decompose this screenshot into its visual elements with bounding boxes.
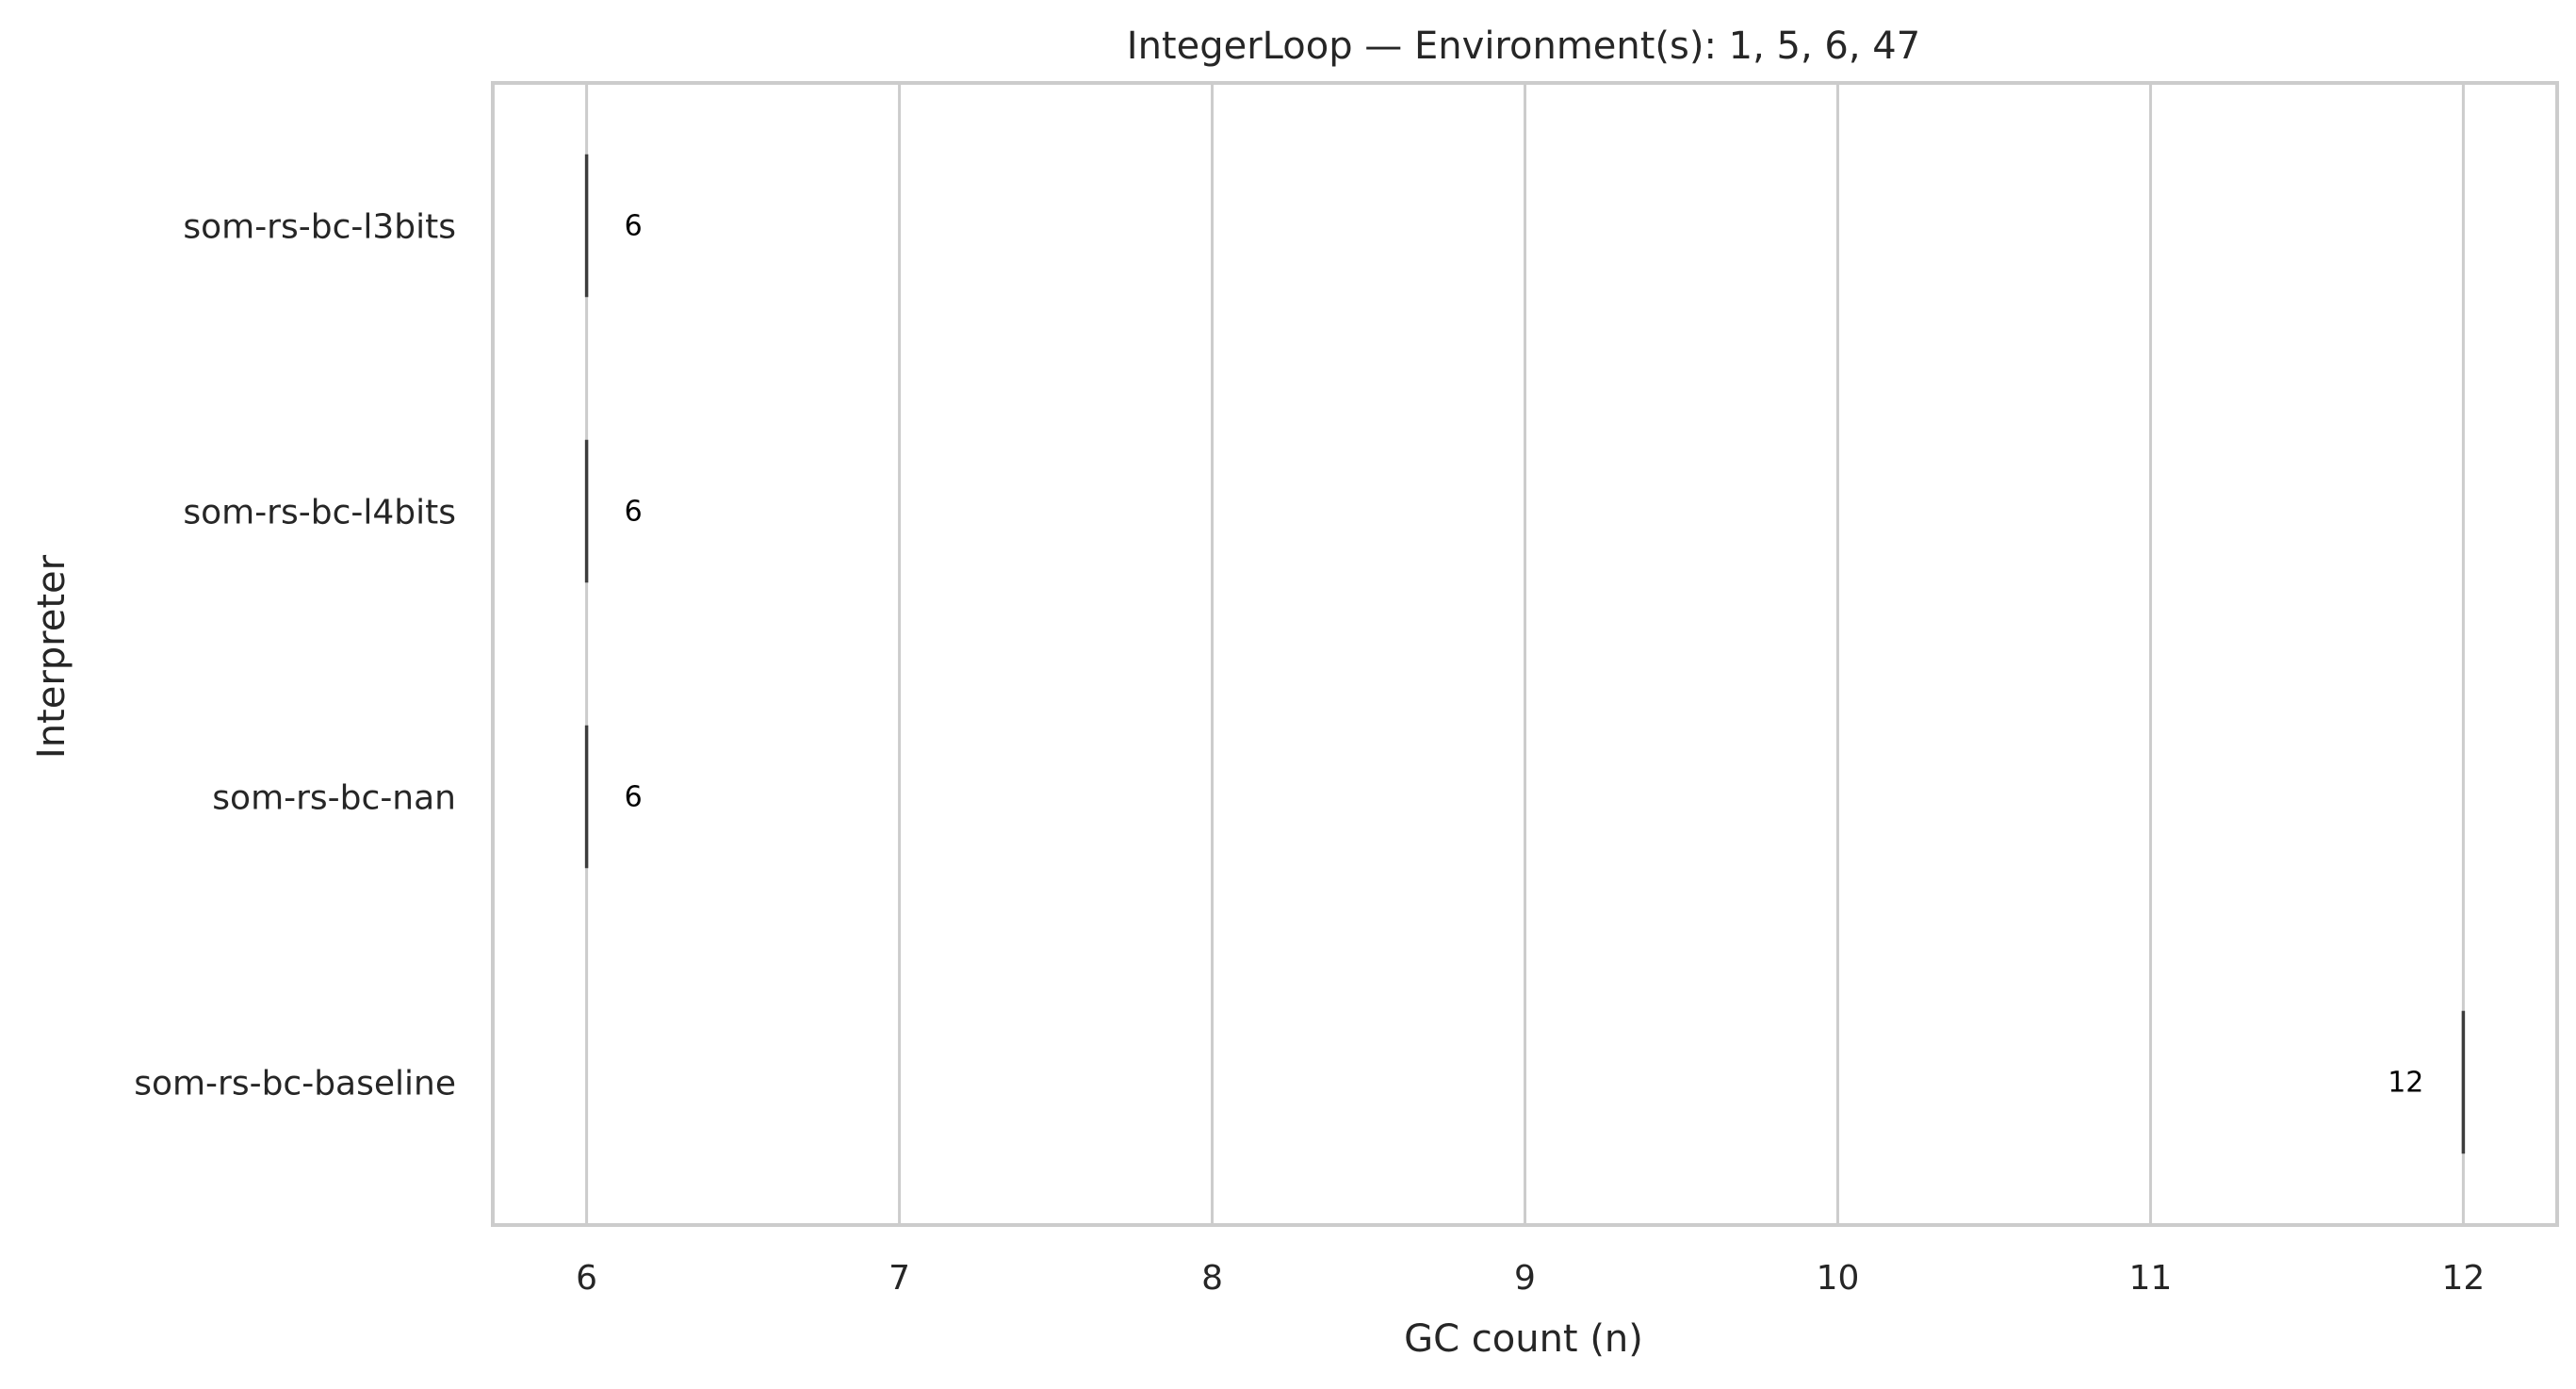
x-tick-label: 8: [1201, 1259, 1223, 1298]
data-marks: [584, 154, 2466, 1154]
data-label: 12: [2388, 1067, 2423, 1100]
x-tick-label: 7: [889, 1259, 910, 1298]
x-tick-label: 9: [1514, 1259, 1536, 1298]
data-label: 6: [625, 210, 643, 243]
x-tick-labels: 6 7 8 9 10 11 12: [576, 1259, 2485, 1298]
x-gridlines: [585, 83, 2465, 1225]
data-label: 6: [625, 781, 643, 814]
y-tick-label: som-rs-bc-l4bits: [183, 494, 456, 532]
y-tick-label: som-rs-bc-nan: [212, 779, 456, 818]
y-tick-labels: som-rs-bc-l3bits som-rs-bc-l4bits som-rs-b…: [134, 208, 456, 1103]
data-label: 6: [625, 496, 643, 529]
x-tick-label: 10: [1817, 1259, 1860, 1298]
y-tick-label: som-rs-bc-l3bits: [183, 208, 456, 247]
data-labels: 6 6 6 12: [625, 210, 2424, 1100]
x-axis-label: GC count (n): [1404, 1317, 1643, 1361]
x-tick-label: 12: [2442, 1259, 2486, 1298]
y-tick-label: som-rs-bc-baseline: [134, 1065, 456, 1103]
x-tick-label: 6: [576, 1259, 597, 1298]
plot-frame: [491, 81, 2559, 1227]
y-axis-label: Interpreter: [30, 554, 73, 759]
chart-title: IntegerLoop — Environment(s): 1, 5, 6, 4…: [1127, 25, 1920, 68]
x-tick-label: 11: [2129, 1259, 2173, 1298]
